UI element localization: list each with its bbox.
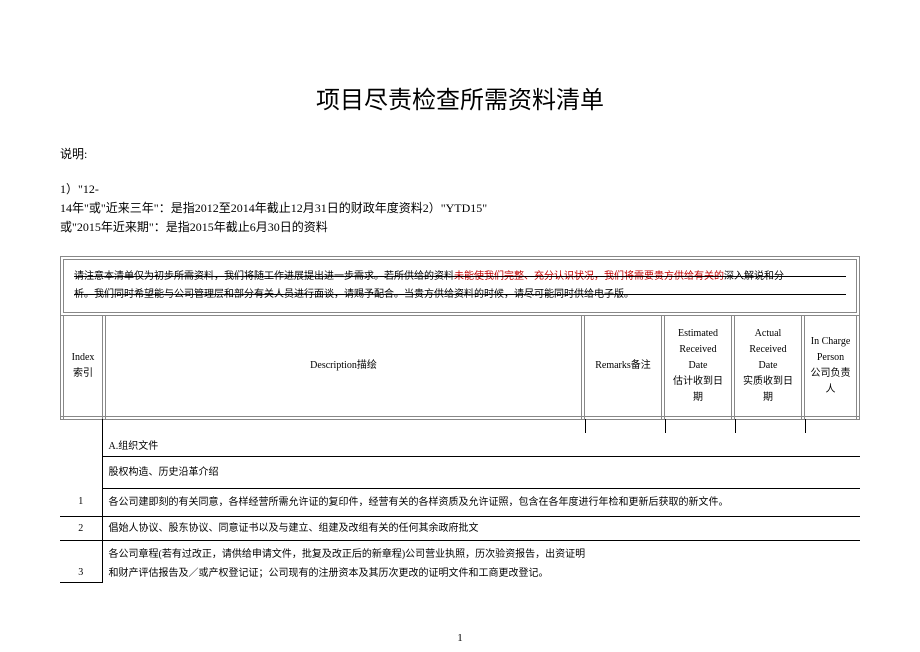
th-est: Estimated Received Date 估计收到日期 [663,316,733,418]
th-desc-text: Description描绘 [310,360,377,371]
header-table: Index 索引 Description描绘 Remarks备注 Estimat… [60,316,860,420]
doc-title: 项目尽责检查所需资料清单 [60,80,860,115]
explain-body: 1）"12- 14年"或"近来三年"：是指2012至2014年截止12月31日的… [60,180,860,238]
row-r3: 倡始人协议、股东协议、同意证书以及与建立、组建及改组有关的任何其余政府批文 [102,516,860,540]
th-remarks: Remarks备注 [583,316,663,418]
row-r4b: 和财产评估报告及／或产权登记证；公司现有的注册资本及其历次更改的证明文件和工商更… [102,564,860,583]
th-person-en: In Charge Person [809,334,852,366]
th-act-en: Actual Received Date [739,326,797,374]
notice-box: 请注意本清单仅为初步所需资料，我们将随工作进展提出进一步需求。若所供给的资料未能… [60,256,860,316]
th-est-cn: 估计收到日期 [669,374,727,406]
th-desc: Description描绘 [104,316,583,418]
explain-line1: 1）"12- [60,182,99,196]
body-table: A.组织文件 股权构造、历史沿革介绍 1 各公司建即刻的有关同意，各样经营所需允… [60,419,860,584]
idx-3: 3 [60,540,102,583]
idx-1: 1 [60,488,102,516]
row-r2: 各公司建即刻的有关同意，各样经营所需允许证的复印件，经营有关的各样资质及允许证照… [102,488,860,516]
page-number: 1 [0,632,920,644]
row-r1: 股权构造、历史沿革介绍 [102,456,860,488]
explain-label: 说明: [60,145,860,162]
th-index-cn: 索引 [68,366,98,382]
th-index: Index 索引 [62,316,104,418]
th-est-en: Estimated Received Date [669,326,727,374]
idx-2: 2 [60,516,102,540]
th-act: Actual Received Date 实质收到日期 [733,316,803,418]
section-a: A.组织文件 [102,433,860,457]
explain-line3: 或"2015年近来期"：是指2015年截止6月30日的资料 [60,220,328,234]
th-person-cn: 公司负责人 [809,366,852,398]
th-index-en: Index [68,350,98,366]
th-person: In Charge Person 公司负责人 [803,316,858,418]
explain-line2: 14年"或"近来三年"：是指2012至2014年截止12月31日的财政年度资料2… [60,201,487,215]
th-remarks-text: Remarks备注 [595,360,651,371]
row-r4a: 各公司章程(若有过改正，请供给申请文件，批复及改正后的新章程)公司营业执照，历次… [102,540,860,564]
th-act-cn: 实质收到日期 [739,374,797,406]
